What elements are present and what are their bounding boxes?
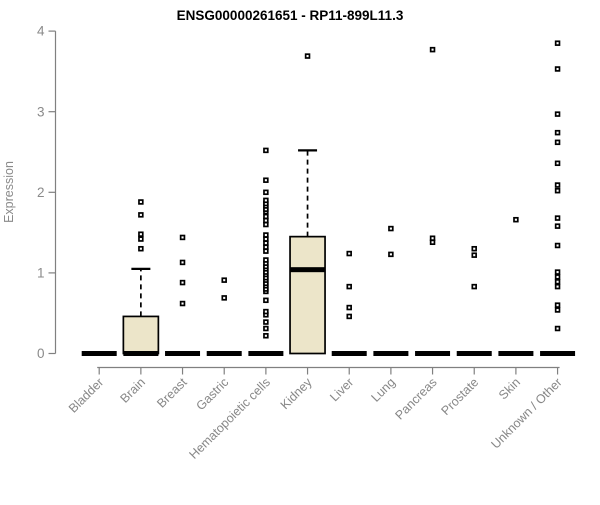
x-tick-label: Brain (117, 375, 148, 406)
x-tick-label: Liver (327, 375, 356, 404)
outlier-point (388, 251, 394, 258)
x-tick-label: Skin (496, 375, 523, 402)
outlier-point (554, 274, 561, 280)
outlier-point (554, 139, 561, 146)
x-tick-label: Gastric (193, 375, 231, 413)
x-tick-label: Breast (154, 375, 190, 411)
median-line (498, 351, 534, 356)
median-line (540, 351, 576, 356)
y-tick-label: 4 (37, 24, 45, 39)
x-tick-label: Prostate (439, 375, 482, 418)
outlier-point (554, 307, 561, 313)
outlier-point (346, 250, 352, 257)
outlier-point (263, 257, 269, 263)
outlier-point (554, 242, 561, 249)
chart-title: ENSG00000261651 - RP11-899L11.3 (177, 8, 404, 23)
median-line (373, 351, 409, 356)
outlier-point (554, 160, 561, 167)
median-line (81, 351, 117, 356)
outlier-point (346, 313, 352, 320)
box (289, 235, 326, 355)
median-line (456, 351, 492, 356)
outlier-point (179, 259, 186, 266)
x-tick-label: Pancreas (392, 375, 439, 422)
median-line (331, 351, 367, 356)
x-tick-label: Kidney (278, 375, 315, 412)
outlier-point (263, 319, 269, 325)
outlier-point (554, 40, 561, 46)
outlier-point (138, 245, 144, 252)
x-tick-label: Bladder (66, 375, 106, 415)
outlier-point (263, 308, 269, 315)
median-line (290, 267, 326, 273)
outlier-point (346, 283, 352, 290)
outlier-point (554, 187, 561, 194)
median-line (165, 351, 201, 356)
y-tick-label: 0 (37, 346, 45, 361)
x-tick-label: Hematopoietic cells (186, 375, 273, 462)
outlier-point (138, 199, 144, 205)
outlier-point (263, 333, 269, 339)
outlier-point (221, 295, 227, 301)
median-line (248, 351, 284, 356)
outlier-point (388, 225, 394, 232)
outlier-point (221, 277, 227, 283)
outlier-point (263, 177, 269, 183)
outlier-point (554, 129, 561, 136)
outlier-point (263, 297, 269, 304)
outlier-point (554, 182, 561, 188)
outlier-point (429, 235, 436, 241)
outlier-point (554, 269, 561, 275)
outlier-point (263, 189, 269, 196)
outlier-point (263, 147, 269, 154)
outlier-point (263, 325, 269, 332)
outlier-point (554, 302, 561, 308)
outlier-point (263, 197, 269, 204)
outlier-point (304, 53, 311, 59)
outlier-point (263, 213, 269, 220)
y-tick-label: 1 (37, 266, 45, 281)
plot-area (81, 40, 576, 356)
outlier-point (138, 231, 144, 237)
outlier-point (471, 252, 477, 258)
outlier-point (138, 236, 144, 242)
x-tick-label: Unknown / Other (488, 375, 564, 451)
outlier-point (179, 279, 186, 286)
outlier-point (138, 212, 144, 218)
median-line (123, 351, 159, 356)
outlier-point (471, 283, 477, 290)
box (122, 315, 160, 355)
y-tick-label: 2 (37, 185, 45, 200)
y-axis: 0 1 2 3 4 (37, 24, 57, 361)
outlier-point (554, 223, 561, 229)
y-axis-label: Expression (2, 161, 16, 223)
outlier-point (554, 279, 561, 285)
median-line (206, 351, 242, 356)
outlier-point (554, 66, 561, 72)
y-tick-label: 3 (37, 104, 45, 119)
outlier-point (513, 216, 519, 223)
median-line (415, 351, 451, 356)
outlier-point (179, 234, 186, 241)
x-tick-label: Lung (368, 375, 398, 405)
outlier-point (554, 215, 561, 221)
outlier-point (346, 304, 352, 311)
outlier-point (554, 325, 561, 332)
outlier-point (179, 300, 186, 307)
outlier-point (429, 46, 436, 53)
outlier-point (554, 111, 561, 117)
outlier-point (263, 232, 269, 238)
outlier-point (554, 283, 561, 290)
outlier-point (471, 245, 477, 252)
